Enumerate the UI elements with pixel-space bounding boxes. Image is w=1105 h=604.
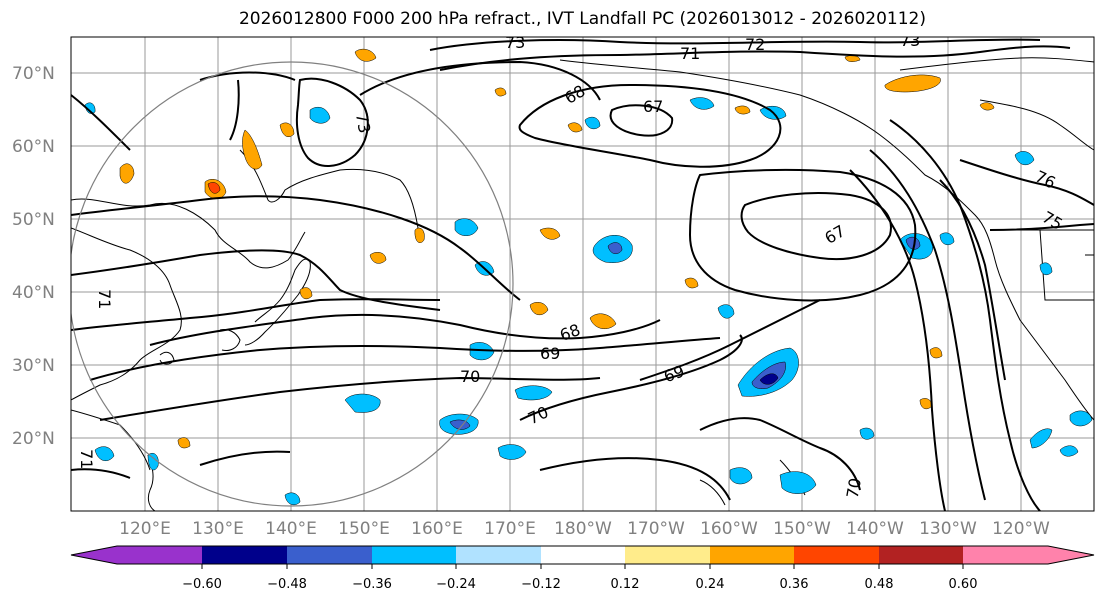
lat-label: 30°N [12, 356, 55, 376]
colorbar-segment [879, 546, 963, 564]
graticule [71, 37, 1094, 511]
colorbar-tick-label: 0.48 [865, 577, 894, 592]
contour-label: 73 [900, 31, 920, 50]
colorbar-tick-label: 0.12 [611, 577, 640, 592]
lon-label: 140°W [846, 519, 904, 539]
contour-lines [71, 38, 1094, 511]
colorbar-over-arrow [1048, 546, 1094, 564]
contour-label: 73 [505, 33, 525, 52]
range-circle [71, 61, 514, 507]
colorbar-segment [963, 546, 1048, 564]
colorbar-outline [70, 545, 1095, 565]
lon-label: 120°W [992, 519, 1050, 539]
colorbar-tick-label: 0.36 [780, 577, 809, 592]
longitude-labels: 120°E 130°E 140°E 150°E 160°E 170°E 180°… [119, 519, 1050, 539]
colorbar-tick-label: 0.24 [696, 577, 725, 592]
colorbar-segment [794, 546, 879, 564]
lon-label: 130°W [919, 519, 977, 539]
lon-label: 160°W [700, 519, 758, 539]
lon-label: 120°E [119, 519, 171, 539]
lon-label: 170°E [484, 519, 536, 539]
colorbar-segment [710, 546, 794, 564]
contour-label: 70 [460, 367, 480, 386]
lon-label: 150°W [773, 519, 831, 539]
latitude-labels: 70°N 60°N 50°N 40°N 30°N 20°N [12, 64, 55, 449]
contour-label: 67 [643, 97, 663, 116]
lon-label: 160°E [411, 519, 463, 539]
colorbar-segment [625, 546, 710, 564]
lon-label: 140°E [265, 519, 317, 539]
colorbar-segment [117, 546, 202, 564]
lon-label: 180°W [554, 519, 612, 539]
colorbar: −0.60 −0.48 −0.36 −0.24 −0.12 0.12 0.24 … [70, 545, 1095, 592]
refractivity-shading [84, 48, 1093, 506]
lon-label: 170°W [627, 519, 685, 539]
contour-label: 71 [77, 449, 96, 469]
colorbar-tick-label: −0.12 [521, 577, 561, 592]
colorbar-tick-label: −0.48 [267, 577, 307, 592]
contour-label: 69 [540, 344, 560, 363]
colorbar-segment [456, 546, 541, 564]
lat-label: 70°N [12, 64, 55, 84]
colorbar-segment [287, 546, 372, 564]
map-frame [70, 36, 1095, 512]
lat-label: 40°N [12, 283, 55, 303]
lon-label: 130°E [192, 519, 244, 539]
contour-label: 73 [352, 111, 374, 134]
lat-label: 50°N [12, 210, 55, 230]
lat-label: 20°N [12, 429, 55, 449]
lon-label: 150°E [338, 519, 390, 539]
colorbar-segment [541, 546, 625, 564]
contour-label: 71 [95, 289, 114, 309]
colorbar-segment [372, 546, 456, 564]
colorbar-tick-label: −0.24 [436, 577, 476, 592]
map-title: 2026012800 F000 200 hPa refract., IVT La… [238, 9, 926, 29]
colorbar-tick-label: −0.60 [182, 577, 222, 592]
contour-label: 70 [843, 477, 865, 500]
colorbar-tick-label: 0.60 [949, 577, 978, 592]
lat-label: 60°N [12, 137, 55, 157]
colorbar-under-arrow [71, 546, 117, 564]
contour-label: 71 [680, 44, 700, 63]
colorbar-segment [202, 546, 287, 564]
colorbar-tick-label: −0.36 [352, 577, 392, 592]
contour-label: 72 [745, 35, 765, 54]
